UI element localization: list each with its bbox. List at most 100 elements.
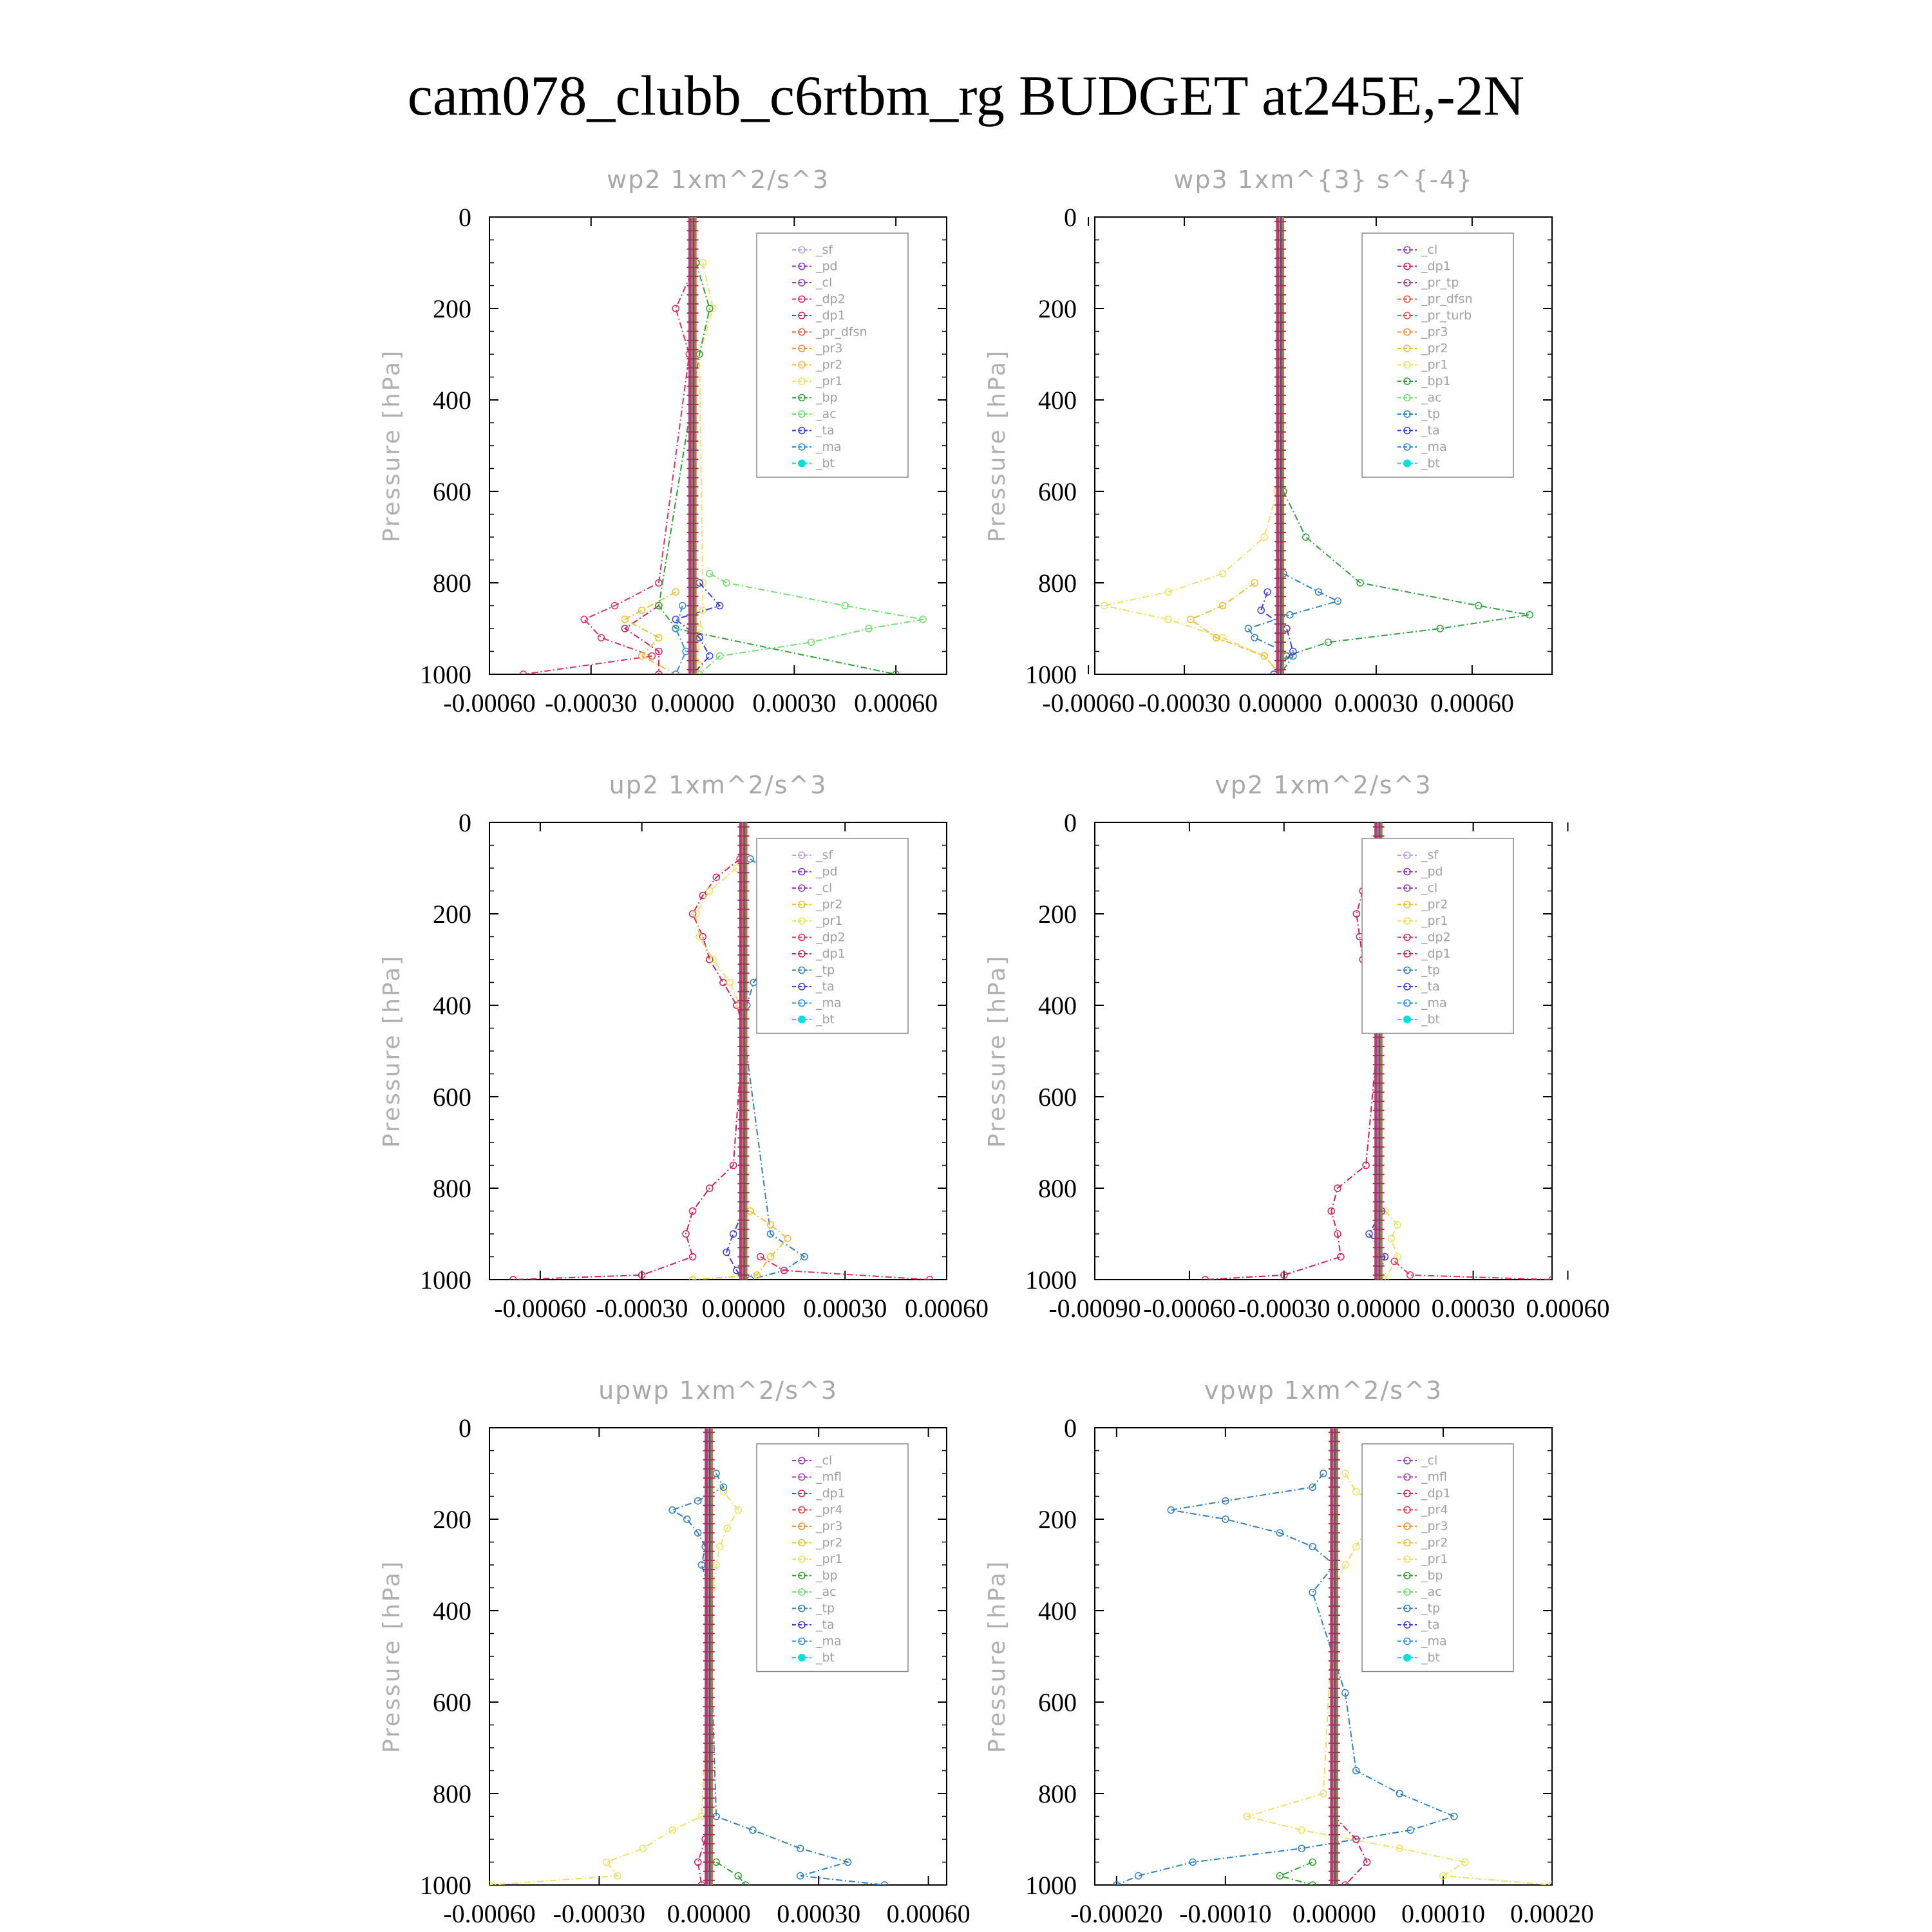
- series-point-tp: [746, 855, 754, 863]
- legend-marker-cl: [798, 1457, 806, 1464]
- series-point-pr2: [1218, 601, 1227, 610]
- legend-marker-ac: [1403, 1588, 1411, 1596]
- series-point-bp1: [1302, 533, 1310, 541]
- legend-box: [1361, 838, 1514, 1034]
- series-point-pr1: [1320, 1790, 1327, 1797]
- legend-marker-bp: [798, 1571, 806, 1580]
- legend-marker-bp: [798, 393, 806, 402]
- series-point-tp: [694, 1529, 702, 1537]
- series-point-tp: [844, 1858, 852, 1866]
- legend-label-pr1: _pr1: [1421, 358, 1448, 372]
- series-point-tp: [694, 1497, 702, 1505]
- legend-label-pr2: _pr2: [815, 358, 842, 372]
- series-point-dp1: [688, 1253, 697, 1261]
- legend: _cl _mfl _dp1 _pr4 _pr3 _pr2 _pr1 _bp _ac _tp _ta _…: [756, 1443, 909, 1672]
- legend-label-cl: _cl: [1421, 1454, 1437, 1468]
- y-tick-label: 400: [1038, 1596, 1077, 1625]
- panel-1: wp2 1xm^2/s^3 Pressure [hPa] 0 200 400 600 800…: [379, 166, 947, 717]
- series-point-pr2: [655, 634, 663, 641]
- legend: _cl _dp1 _pr_tp _pr_dfsn_pr_turb _pr3 _pr2 _pr…: [1361, 232, 1514, 478]
- legend-marker-pr4: [1403, 1506, 1411, 1514]
- y-tick-label: 600: [433, 477, 471, 506]
- x-tick-label: -0.00090: [1048, 1294, 1141, 1323]
- legend-label-ta: _ta: [1421, 980, 1440, 994]
- panel-2: wp3 1xm^{3} s^{-4} Pressure [hPa] 0 200 400 6…: [984, 166, 1553, 717]
- series-point-ta: [715, 601, 724, 610]
- legend-label-sf: _sf: [815, 848, 833, 862]
- legend-marker-ac: [798, 410, 806, 418]
- legend-label-dp1: _dp1: [815, 1486, 846, 1501]
- legend-marker-cl: [1403, 1457, 1411, 1464]
- series-point-ta: [1365, 1230, 1373, 1238]
- series-line-bp1: [1280, 491, 1530, 674]
- series-point-dp1: [688, 910, 697, 918]
- series-point-pr1: [1260, 533, 1268, 541]
- series-point-tp: [749, 1826, 757, 1834]
- x-tick-label: -0.00030: [1238, 1294, 1330, 1323]
- legend-label-pd: _pd: [815, 260, 838, 274]
- legend-label-bp: _bp: [815, 1569, 838, 1583]
- series-point-dp1: [1352, 910, 1361, 918]
- series-point-bp1: [1475, 601, 1482, 610]
- legend-marker-pr3: [798, 345, 806, 352]
- legend-marker-sf: [798, 246, 806, 254]
- series-point-pr1: [712, 1561, 720, 1569]
- panel-6: vpwp 1xm^2/s^3 Pressure [hPa] 0 200 400 600 80…: [984, 1376, 1594, 1928]
- x-tick-label: -0.00060: [443, 688, 535, 717]
- series-point-dp2: [1390, 1257, 1398, 1265]
- series-point-pr1: [1218, 570, 1227, 578]
- series-line-pr1: [695, 262, 714, 674]
- legend-marker-dp1: [1403, 950, 1411, 958]
- legend-marker-cl: [798, 884, 806, 892]
- legend-label-bt: _bt: [815, 1012, 835, 1027]
- series-point-tp: [1309, 1542, 1316, 1551]
- legend-label-tp: _tp: [1421, 963, 1440, 978]
- x-tick-label: -0.00060: [443, 1899, 535, 1928]
- x-tick-label: 0.00000: [701, 1294, 785, 1323]
- legend-label-ac: _ac: [1421, 1585, 1442, 1599]
- series-point-pr2: [672, 588, 680, 596]
- legend-marker-ma: [1403, 443, 1411, 451]
- x-tick-label: 0.00010: [1401, 1899, 1485, 1928]
- legend-marker-pr1: [1403, 1555, 1411, 1563]
- y-tick-label: 1000: [420, 1265, 471, 1294]
- legend-label-ma: _ma: [1421, 440, 1447, 454]
- legend-label-dp1: _dp1: [815, 947, 846, 961]
- y-tick-label: 200: [1038, 294, 1077, 323]
- legend-label-tp: _tp: [1421, 407, 1440, 421]
- series-point-pr2: [753, 1271, 761, 1279]
- series-point-pr1: [1164, 588, 1172, 596]
- series-point-pr1: [709, 956, 717, 963]
- series-point-tp: [1309, 1588, 1316, 1596]
- legend-label-bp: _bp: [1421, 1569, 1443, 1583]
- series-point-tp: [1341, 1689, 1349, 1697]
- legend-box: [756, 838, 909, 1034]
- series-line-ma: [675, 605, 687, 674]
- series-point-dp1: [655, 647, 663, 656]
- series-point-dp1: [1362, 1161, 1370, 1170]
- series-point-bp: [741, 1881, 750, 1885]
- series-group: [1101, 217, 1533, 674]
- legend-marker-pr2: [1403, 345, 1411, 352]
- legend-marker-tp: [798, 1604, 806, 1613]
- series-point-dp1: [699, 933, 707, 941]
- series-point-dp2: [756, 1253, 764, 1261]
- series-group: [519, 217, 927, 674]
- series-line-pr1: [489, 1473, 739, 1885]
- y-tick-label: 600: [1038, 1083, 1077, 1112]
- legend-label-bt: _bt: [1421, 1012, 1440, 1027]
- series-point-dp1: [1280, 1271, 1288, 1279]
- legend: _sf _pd _cl _dp2_dp1 _pr_dfsn _pr3 _pr2 _pr1 _bp…: [756, 232, 909, 478]
- series-point-ac: [715, 652, 724, 660]
- series-point-tp: [1396, 1790, 1404, 1797]
- legend-marker-ta: [798, 426, 806, 435]
- y-tick-label: 800: [433, 1174, 471, 1203]
- legend-marker-bt: [1403, 459, 1411, 468]
- legend-label-dp2: _dp2: [815, 931, 846, 945]
- y-tick-label: 200: [433, 1505, 471, 1534]
- series-point-dp1: [655, 670, 663, 674]
- series-point-dp1: [706, 956, 714, 963]
- legend-label-bp1: _bp1: [1421, 374, 1451, 388]
- legend-marker-ta: [1403, 1621, 1411, 1629]
- y-axis-label: Pressure [hPa]: [984, 954, 1010, 1148]
